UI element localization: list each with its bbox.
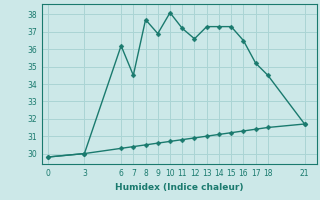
X-axis label: Humidex (Indice chaleur): Humidex (Indice chaleur) (115, 183, 244, 192)
